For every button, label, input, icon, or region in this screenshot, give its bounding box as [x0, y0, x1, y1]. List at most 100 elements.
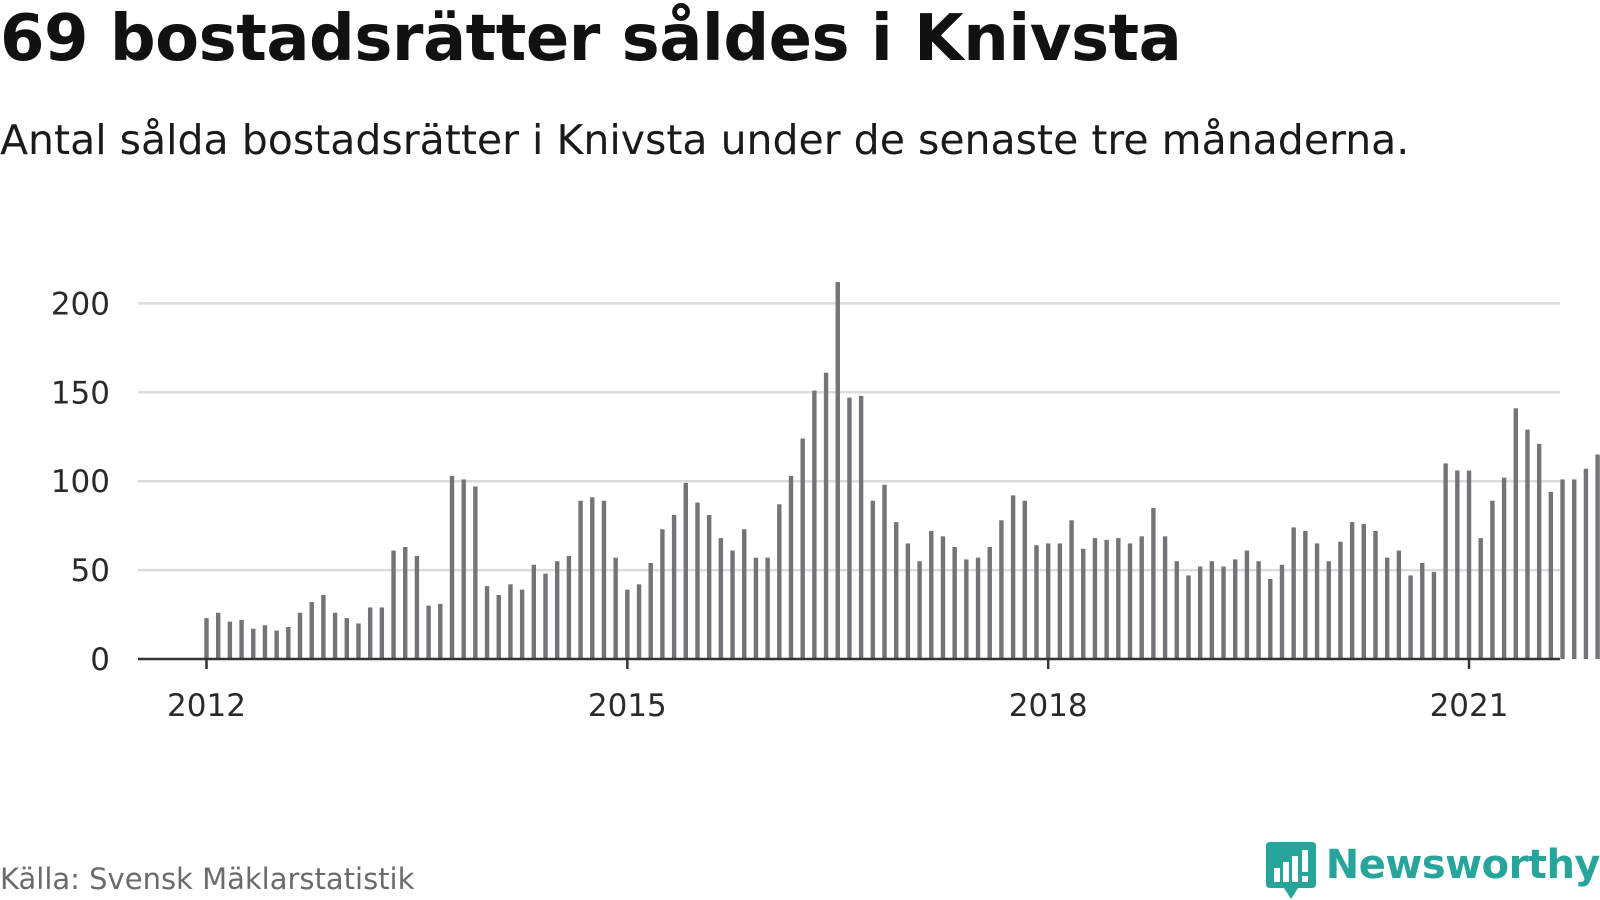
bar — [1139, 536, 1144, 659]
bar — [1560, 479, 1565, 659]
bar — [227, 621, 233, 659]
bar — [204, 618, 209, 659]
bar — [1466, 470, 1472, 659]
bar — [1408, 575, 1413, 659]
bar — [1233, 559, 1238, 659]
bar — [1373, 530, 1378, 659]
bar — [1022, 500, 1027, 659]
bar — [1092, 538, 1098, 659]
bar — [1595, 454, 1600, 659]
bar — [332, 612, 338, 659]
bar — [1186, 575, 1191, 659]
bar — [625, 589, 630, 659]
bar — [1303, 530, 1308, 659]
bar — [1384, 557, 1390, 659]
bar — [695, 502, 700, 659]
source-note: Källa: Svensk Mäklarstatistik — [0, 862, 415, 896]
bar — [1338, 541, 1343, 659]
bar — [660, 529, 665, 659]
bar — [566, 555, 572, 659]
bar — [519, 589, 525, 659]
bar — [1221, 566, 1226, 659]
bar — [391, 550, 396, 659]
bar — [1396, 550, 1402, 659]
bar — [1291, 527, 1296, 659]
bar — [262, 625, 268, 659]
bar — [753, 557, 759, 659]
bar — [309, 602, 314, 659]
bar — [403, 546, 408, 659]
bar — [894, 522, 899, 659]
bar — [718, 538, 724, 659]
bar — [835, 282, 840, 659]
bar — [683, 482, 688, 659]
bar — [1326, 561, 1331, 659]
bar — [1536, 443, 1542, 659]
bar — [251, 628, 256, 659]
bar — [297, 612, 303, 659]
bar — [1116, 538, 1121, 659]
bar — [1572, 479, 1577, 659]
bars — [204, 282, 1600, 659]
labels: 0501001502002012201520182021202369 — [51, 286, 1509, 724]
y-tick-label-50: 50 — [71, 553, 110, 589]
bar — [823, 372, 829, 659]
bar — [812, 390, 817, 659]
bar — [379, 607, 385, 659]
bar — [730, 550, 735, 659]
bar — [917, 561, 922, 659]
bar — [461, 479, 466, 659]
bar — [1583, 468, 1589, 659]
bar — [742, 529, 747, 659]
bar — [484, 586, 490, 659]
bar — [1455, 470, 1460, 659]
bar — [847, 397, 852, 659]
x-tick-label-2021: 2021 — [1430, 688, 1509, 724]
bar — [286, 626, 291, 659]
bar — [905, 543, 911, 659]
bar — [940, 536, 946, 659]
axes — [138, 657, 1560, 669]
bar — [1256, 561, 1261, 659]
brand-logo: Newsworthy — [1265, 842, 1600, 900]
bar — [449, 475, 455, 659]
x-tick-label-2018: 2018 — [1009, 688, 1088, 724]
bar — [1420, 562, 1425, 659]
bar — [765, 557, 770, 659]
newsworthy-chart-bubble-icon — [1265, 842, 1316, 899]
bar — [531, 564, 537, 659]
bar — [1361, 523, 1367, 659]
bar — [367, 607, 373, 659]
bar — [1244, 550, 1250, 659]
bar — [987, 546, 992, 659]
bar — [788, 475, 794, 659]
chart-subtitle: Antal sålda bostadsrätter i Knivsta unde… — [0, 116, 1410, 164]
bar — [1209, 561, 1215, 659]
x-tick-label-2015: 2015 — [588, 688, 667, 724]
bar — [870, 500, 876, 659]
bar — [929, 530, 934, 659]
bar — [438, 603, 443, 659]
bar — [1197, 566, 1203, 659]
bar — [356, 623, 361, 659]
bar — [473, 486, 478, 659]
bar — [975, 557, 981, 659]
bar — [496, 594, 501, 659]
bar — [1513, 408, 1518, 659]
bar — [1490, 500, 1495, 659]
bar — [1431, 571, 1437, 659]
bar — [1478, 538, 1483, 659]
bar — [543, 573, 548, 659]
bar — [882, 484, 887, 659]
bar — [1034, 545, 1039, 659]
bar — [648, 562, 653, 659]
x-tick-label-2012: 2012 — [167, 688, 246, 724]
bar — [1104, 539, 1109, 659]
bar — [777, 504, 782, 659]
bar — [601, 500, 607, 659]
bar — [344, 618, 349, 659]
bar — [999, 520, 1004, 659]
bar — [1069, 520, 1074, 659]
bar — [1057, 543, 1063, 659]
